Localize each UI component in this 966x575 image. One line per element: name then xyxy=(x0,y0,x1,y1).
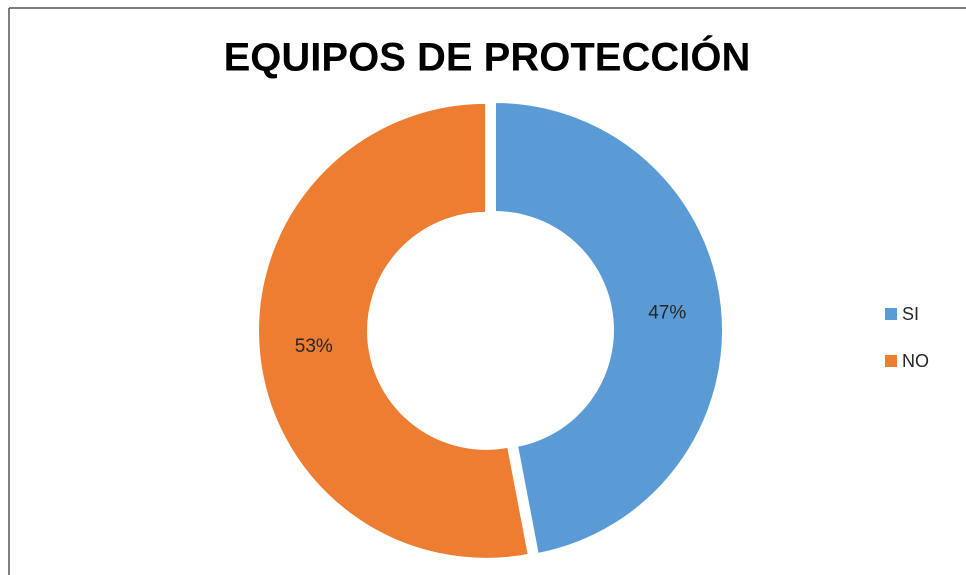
legend-label: SI xyxy=(902,304,919,324)
data-label: 47% xyxy=(648,303,686,324)
donut-slice xyxy=(257,101,530,560)
legend-swatch xyxy=(885,355,897,367)
legend-label: NO xyxy=(902,351,929,371)
legend-swatch xyxy=(885,308,897,320)
chart-title: EQUIPOS DE PROTECCIÓN xyxy=(224,34,751,80)
donut-slice xyxy=(494,100,724,556)
data-label: 53% xyxy=(295,336,333,357)
